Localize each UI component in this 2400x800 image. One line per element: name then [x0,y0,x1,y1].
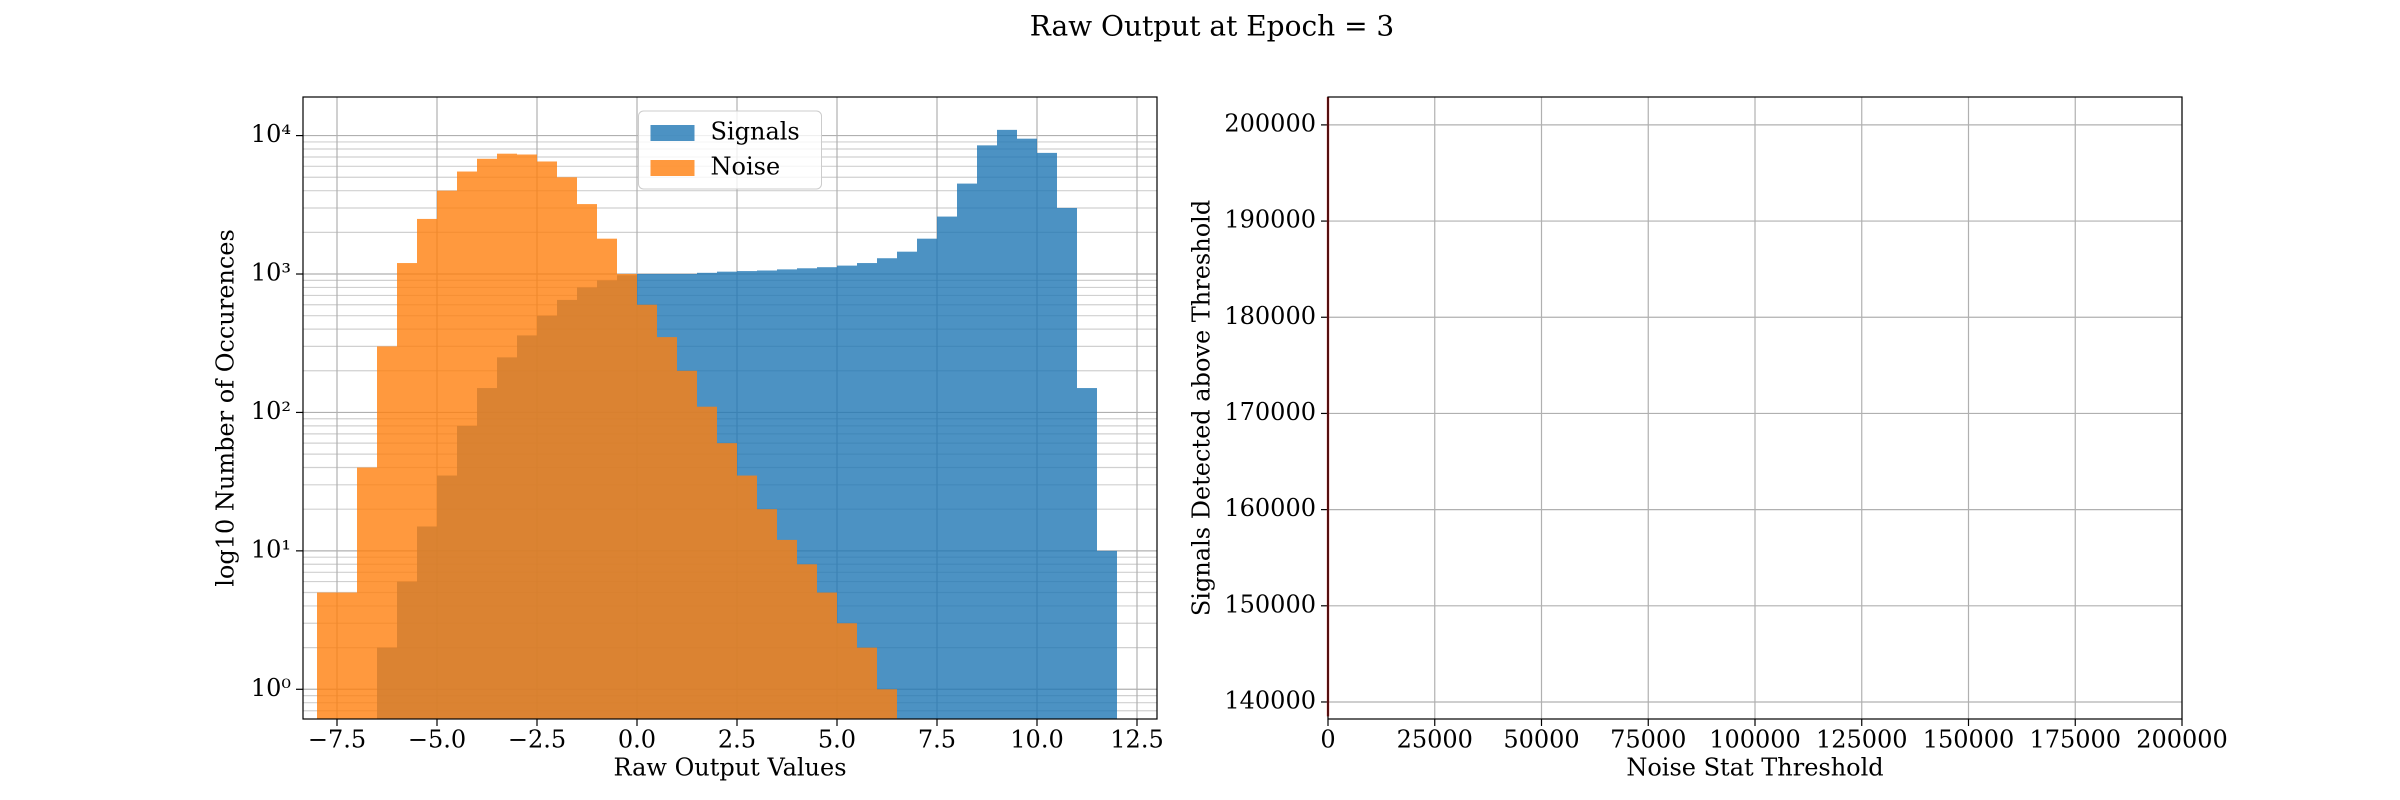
histogram-bar [477,158,497,719]
histogram-bar [1097,550,1117,719]
x-tick-label: 200000 [2136,726,2228,754]
x-tick-label: 5.0 [818,726,856,754]
x-tick-label: 25000 [1397,726,1473,754]
x-tick-label: 50000 [1503,726,1579,754]
histogram-bar [1017,138,1037,720]
x-tick-label: 125000 [1816,726,1908,754]
x-tick-label: 12.5 [1110,726,1163,754]
legend-swatch [650,125,695,141]
histogram-bar [597,238,617,719]
x-tick-label: 175000 [2029,726,2121,754]
histogram-bar [517,154,537,719]
histogram-bar [757,509,777,719]
histogram-bar [557,177,577,720]
histogram-bar [577,204,597,720]
y-tick-label: 180000 [1224,302,1316,330]
histogram-bar [737,475,757,719]
histogram-bar [497,153,517,719]
y-tick-label: 10² [251,397,291,425]
histogram-bar [717,443,737,719]
x-axis-label: Noise Stat Threshold [1626,754,1883,782]
y-tick-label: 150000 [1224,590,1316,618]
histogram-bar [1077,388,1097,719]
histogram-bar [857,263,877,719]
x-tick-label: 2.5 [718,726,756,754]
y-tick-label: 170000 [1224,398,1316,426]
histogram-bar [797,564,817,719]
histogram-bar [317,592,337,719]
histogram-bar [417,218,437,719]
legend-label: Noise [711,153,781,181]
x-tick-label: 7.5 [918,726,956,754]
histogram-bar [537,161,557,719]
histogram-bar [697,406,717,719]
x-tick-label: −7.5 [308,726,366,754]
legend-label: Signals [711,118,800,146]
figure-title: Raw Output at Epoch = 3 [1030,10,1395,43]
histogram-bar [397,263,417,719]
histogram-bar [877,689,897,719]
y-tick-label: 10¹ [251,535,291,563]
y-axis-label: Signals Detected above Threshold [1188,200,1216,616]
axes-frame [1327,96,2183,720]
histogram-bar [357,467,377,719]
legend: Signals Noise [638,110,822,190]
y-tick-label: 10⁰ [251,674,291,702]
x-tick-label: 75000 [1610,726,1686,754]
histogram-bar [1037,152,1057,719]
histogram-bar [817,592,837,719]
histogram-bar [617,274,637,719]
histogram-bar [377,346,397,719]
histogram-bar [637,304,657,719]
histogram-bar [657,337,677,719]
x-tick-label: 0.0 [618,726,656,754]
histogram-bar [457,171,477,720]
y-tick-label: 10⁴ [251,120,291,148]
x-tick-label: 10.0 [1010,726,1063,754]
histogram-bar [677,370,697,719]
y-tick-label: 160000 [1224,494,1316,522]
y-axis-label: log10 Number of Occurences [212,229,240,587]
histogram-bar [897,251,917,719]
x-tick-label: −5.0 [408,726,466,754]
histogram-bar [437,190,457,719]
legend-swatch [650,160,695,176]
histogram-bar [837,265,857,719]
y-tick-label: 140000 [1224,686,1316,714]
histogram-bar [337,592,357,719]
x-axis-label: Raw Output Values [613,754,846,782]
x-tick-label: 150000 [1923,726,2015,754]
histogram-bar [997,129,1017,719]
x-tick-label: 0 [1320,726,1335,754]
histogram-bar [977,145,997,720]
x-tick-label: −2.5 [508,726,566,754]
histogram-bar [937,216,957,719]
y-tick-label: 190000 [1224,206,1316,234]
histogram-bar [837,623,857,719]
histogram-bar [917,238,937,719]
histogram-bar [957,183,977,720]
histogram-bar [1057,207,1077,719]
x-tick-label: 100000 [1709,726,1801,754]
histogram-bar [857,647,877,719]
y-tick-label: 200000 [1224,109,1316,137]
histogram-bar [877,258,897,719]
y-tick-label: 10³ [251,259,291,287]
histogram-bar [777,539,797,719]
axes-frame [302,96,1158,720]
